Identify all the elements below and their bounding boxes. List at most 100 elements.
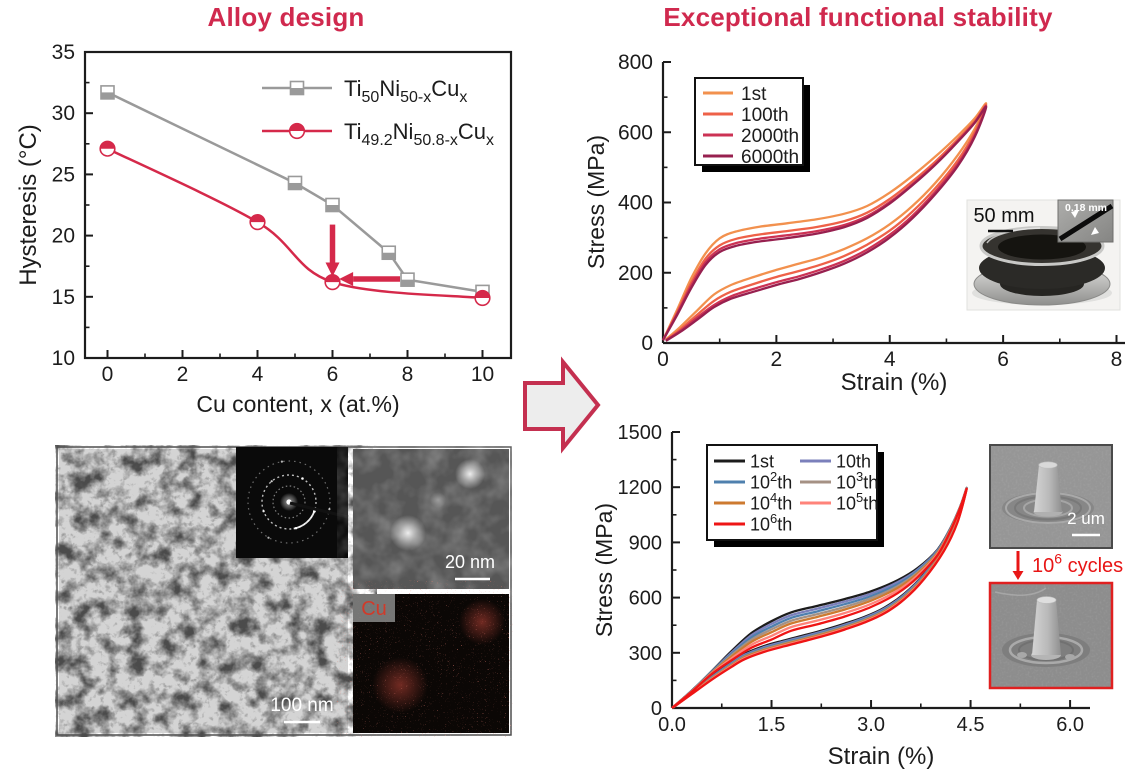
legend-entry: 105th	[800, 490, 878, 514]
data-point-marker	[381, 245, 397, 261]
legend-entry: 10th	[800, 451, 871, 471]
y-tick-label: 1500	[618, 422, 663, 444]
legend-entry: 106th	[714, 511, 792, 534]
y-tick-label: 20	[52, 225, 75, 248]
legend-label: 2000th	[741, 126, 799, 147]
legend-label: 1st	[741, 84, 767, 105]
y-tick-label: 200	[618, 262, 653, 285]
y-tick-label: 25	[52, 163, 75, 186]
block-arrow-right-icon	[523, 356, 601, 454]
series-layer	[99, 85, 491, 307]
y-tick-label: 15	[52, 286, 75, 309]
micropillar	[1034, 465, 1062, 512]
y-axis-label: Stress (MPa)	[591, 503, 617, 637]
x-tick-label: 4.5	[957, 714, 985, 736]
legend-label: Ti50Ni50-xCux	[344, 76, 467, 106]
data-point-marker	[400, 272, 415, 287]
cu-eds-map: Cu	[353, 594, 509, 733]
legend-entry: Ti50Ni50-xCux	[262, 76, 467, 106]
legend-entry: 103th	[800, 469, 878, 493]
axes: 0 2 4 6 8 0 200 400 600 800 Strain (%) Stress (MPa)	[583, 51, 1125, 396]
precipitate-blob	[455, 459, 485, 489]
x-axis-label: Cu content, x (at.%)	[196, 391, 399, 417]
pillar-after-border	[988, 581, 1114, 690]
y-tick-label: 30	[52, 102, 75, 125]
series-loop	[671, 487, 968, 709]
legend-label: 100th	[741, 105, 789, 126]
x-tick-label: 0.0	[658, 714, 686, 736]
cu-map-label: Cu	[361, 598, 387, 620]
x-tick-label: 4	[252, 363, 264, 386]
x-tick-label: 6	[327, 363, 339, 386]
cycles-arrow-head	[1012, 571, 1024, 580]
x-axis-label: Strain (%)	[828, 743, 935, 770]
x-tick-label: 0	[657, 348, 669, 371]
annotations	[325, 224, 400, 287]
pillar-before-inset: 2 um	[989, 444, 1113, 549]
axes: 0.0 1.5 3.0 4.5 6.0 0 300 600 900 1200 1500 Strain …	[591, 422, 1090, 770]
data-point-marker	[100, 85, 115, 100]
y-tick-label: 1200	[618, 477, 663, 499]
x-tick-label: 8	[402, 363, 414, 386]
hysteresis-chart: 0 2 4 6 8 10 10 15 20 25 30 35 Cu content, x (at.%) H…	[15, 41, 513, 417]
series-loop	[662, 105, 988, 342]
y-tick-label: 600	[629, 588, 662, 610]
legend: Ti50Ni50-xCux Ti49.2Ni50.8-xCux	[262, 76, 494, 149]
legend: 1st 10th 102th 103th 104th 105th 106th	[706, 444, 884, 547]
x-tick-label: 3.0	[857, 714, 885, 736]
data-point-marker	[289, 80, 305, 96]
x-tick-label: 6.0	[1056, 714, 1084, 736]
y-tick-label: 0	[641, 332, 653, 355]
x-tick-label: 8	[1111, 348, 1123, 371]
y-tick-label: 900	[629, 532, 662, 554]
x-tick-label: 2	[177, 363, 189, 386]
transition-arrow	[523, 356, 601, 454]
x-tick-label: 2	[771, 348, 783, 371]
macro-stress-strain-chart: 50 mm 0.18 mm 0 2 4 6 8 0 200 400 600 800 Strain (…	[583, 51, 1125, 396]
ring-specular-highlight	[986, 227, 1041, 244]
legend-entry: 102th	[714, 469, 792, 493]
legend-label: 103th	[836, 469, 878, 493]
cu-label-chip	[353, 594, 395, 622]
wire-scale-label: 0.18 mm	[1065, 202, 1107, 214]
x-tick-label: 1.5	[758, 714, 786, 736]
micropillar-stress-strain-chart: 2 um 106 cycles 0.0 1.5 3.0 4.5 6.0 0 300 600 90…	[591, 422, 1123, 770]
pillar-top	[1038, 461, 1058, 469]
data-point-marker	[324, 274, 341, 291]
beam-stopper	[289, 501, 349, 519]
x-tick-label: 6	[997, 348, 1009, 371]
y-axis-label: Hysteresis (°C)	[15, 124, 42, 286]
data-point-marker	[325, 197, 340, 213]
series-line	[106, 147, 483, 300]
y-axis-label: Stress (MPa)	[583, 135, 609, 269]
x-tick-label: 4	[884, 348, 896, 371]
diffraction-pattern-inset	[236, 447, 349, 558]
annotation-arrow-head	[325, 262, 340, 277]
annotation-arrow-head	[339, 272, 354, 287]
cycles-label: 106 cycles	[1032, 551, 1123, 577]
y-tick-label: 400	[618, 192, 653, 215]
legend-entry: 100th	[703, 105, 789, 126]
legend-label: 102th	[750, 469, 792, 493]
x-tick-label: 10	[471, 363, 494, 386]
legend-label: 105th	[836, 490, 878, 514]
data-point-marker	[288, 122, 306, 140]
cycles-annotation: 106 cycles	[1012, 551, 1123, 580]
darkfield-tem-image: 20 nm	[353, 449, 509, 589]
right-column-title: Exceptional functional stability	[663, 2, 1053, 32]
series-layer	[661, 102, 988, 342]
data-point-marker	[287, 175, 303, 191]
legend-entry: 6000th	[703, 147, 799, 168]
micropillar-after	[1032, 600, 1061, 655]
series-layer	[671, 486, 968, 709]
x-tick-label: 0	[102, 363, 114, 386]
y-tick-label: 35	[52, 41, 75, 64]
pillar-top-after	[1036, 596, 1057, 604]
legend-label: 104th	[750, 490, 792, 514]
y-tick-label: 800	[618, 51, 653, 74]
wire-arrow-top	[1071, 210, 1079, 218]
left-column-title: Alloy design	[207, 2, 365, 32]
pillar-scale-label: 2 um	[1067, 509, 1105, 528]
legend-entry: Ti49.2Ni50.8-xCux	[262, 119, 494, 149]
ring-photo-inset: 50 mm 0.18 mm	[966, 199, 1121, 311]
